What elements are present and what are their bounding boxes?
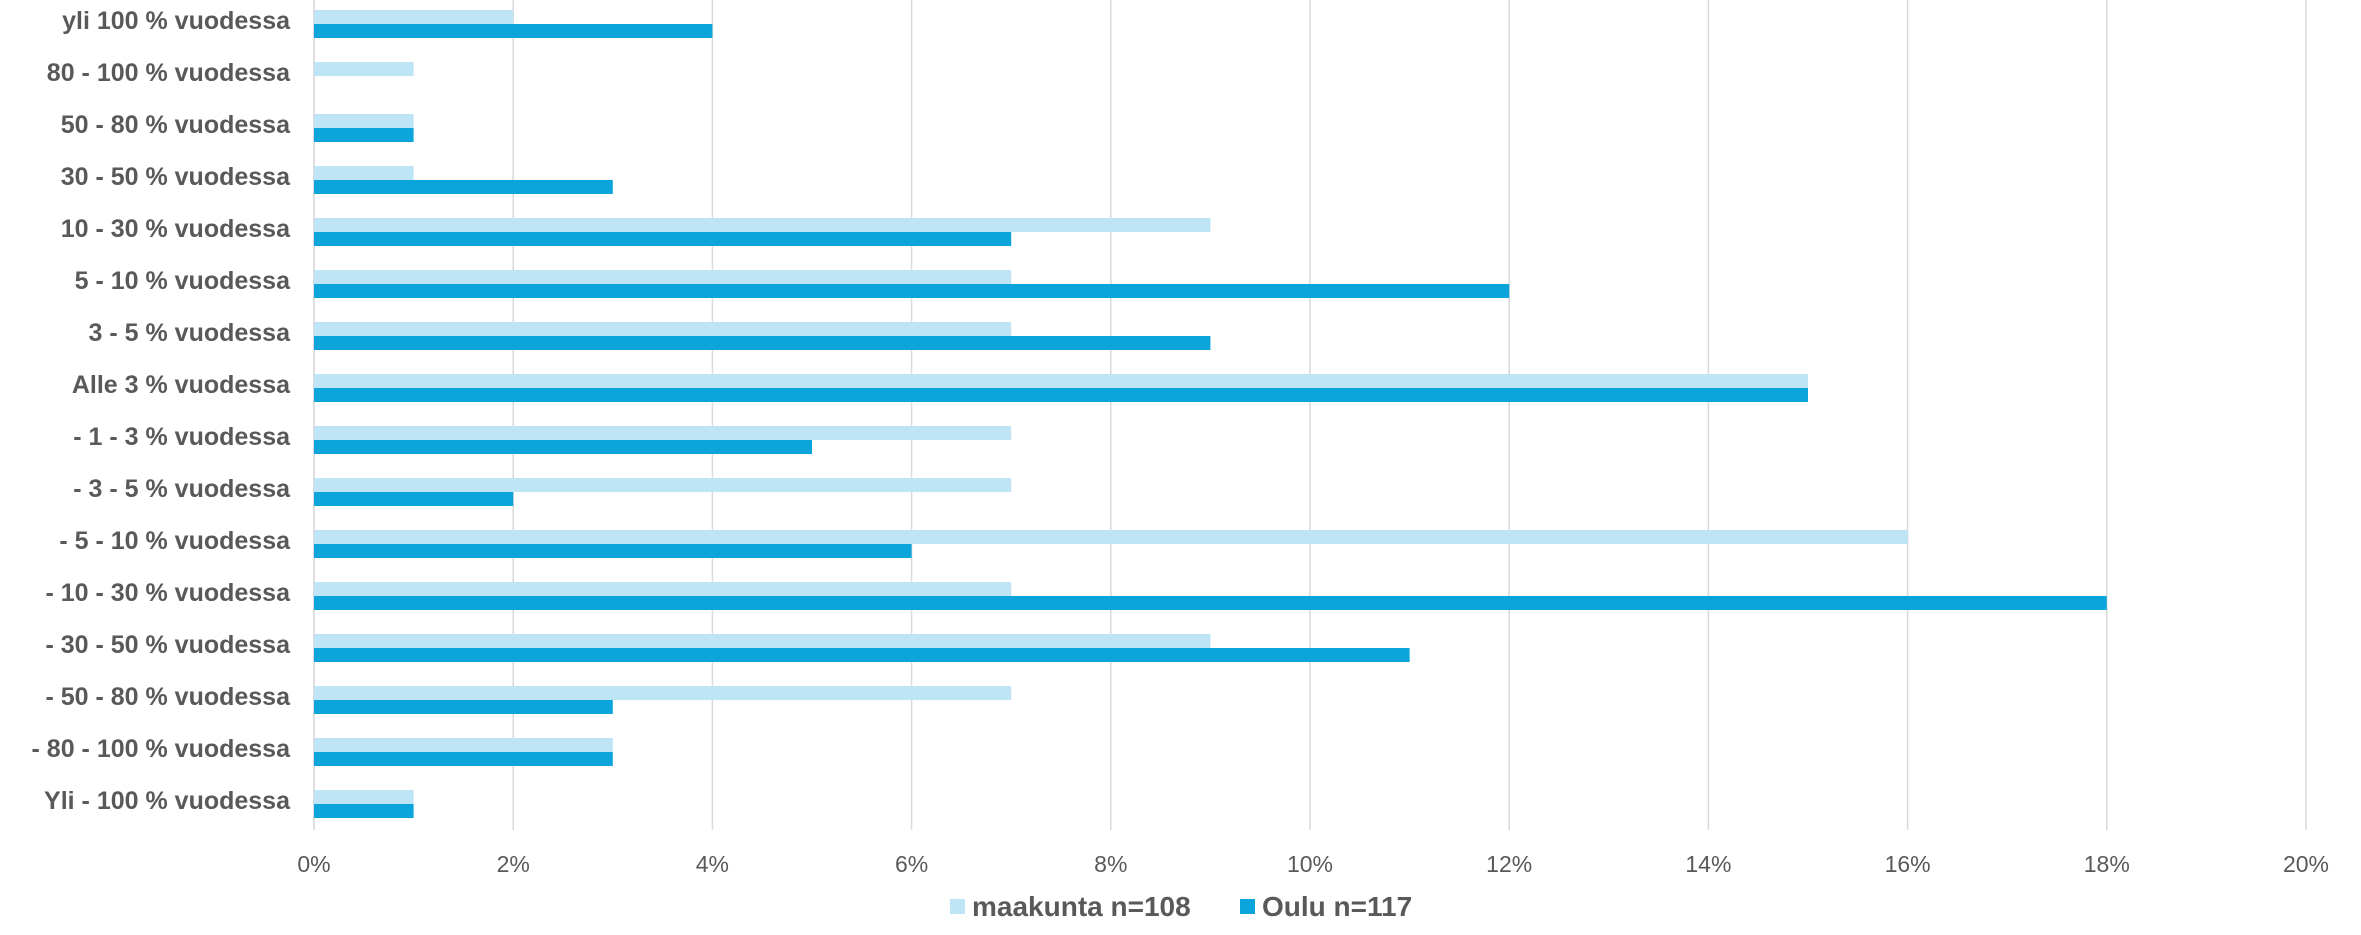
x-tick-label: 16%	[1885, 851, 1931, 877]
legend: maakunta n=108 Oulu n=117	[950, 891, 1412, 922]
bar-maakunta	[314, 686, 1012, 700]
category-label: 80 - 100 % vuodessa	[47, 59, 291, 87]
category-label: 5 - 10 % vuodessa	[75, 267, 291, 295]
category-label: Yli - 100 % vuodessa	[44, 787, 291, 815]
bar-oulu	[314, 492, 514, 506]
x-tick-label: 0%	[297, 851, 330, 877]
bar-oulu	[314, 336, 1211, 350]
bar-maakunta	[314, 10, 514, 24]
bar-maakunta	[314, 790, 414, 804]
bar-maakunta	[314, 374, 1808, 388]
bar-oulu	[314, 128, 414, 142]
bar-oulu	[314, 596, 2107, 610]
category-label: - 5 - 10 % vuodessa	[59, 527, 291, 555]
bar-oulu	[314, 544, 912, 558]
x-tick-label: 10%	[1287, 851, 1333, 877]
legend-label: Oulu n=117	[1262, 891, 1412, 922]
x-tick-label: 20%	[2283, 851, 2329, 877]
category-label: - 1 - 3 % vuodessa	[73, 423, 291, 451]
x-tick-label: 6%	[895, 851, 928, 877]
bar-maakunta	[314, 218, 1211, 232]
category-label: - 30 - 50 % vuodessa	[45, 631, 291, 659]
bar-maakunta	[314, 530, 1908, 544]
x-tick-label: 2%	[497, 851, 530, 877]
bar-oulu	[314, 804, 414, 818]
bar-oulu	[314, 648, 1410, 662]
x-tick-label: 8%	[1094, 851, 1127, 877]
bar-maakunta	[314, 738, 613, 752]
bar-maakunta	[314, 582, 1012, 596]
x-tick-label: 18%	[2084, 851, 2130, 877]
category-label: - 80 - 100 % vuodessa	[32, 735, 292, 763]
category-label: yli 100 % vuodessa	[62, 7, 291, 35]
bar-oulu	[314, 232, 1012, 246]
legend-label: maakunta n=108	[972, 891, 1191, 922]
bar-oulu	[314, 440, 812, 454]
bar-oulu	[314, 24, 713, 38]
category-label: - 3 - 5 % vuodessa	[73, 475, 291, 503]
category-label: Alle 3 % vuodessa	[72, 371, 291, 399]
x-tick-label: 12%	[1486, 851, 1532, 877]
bar-oulu	[314, 700, 613, 714]
legend-swatch	[950, 899, 965, 914]
bar-oulu	[314, 388, 1808, 402]
bar-maakunta	[314, 322, 1012, 336]
bar-maakunta	[314, 62, 414, 76]
bar-maakunta	[314, 478, 1012, 492]
category-label: 30 - 50 % vuodessa	[61, 163, 291, 191]
category-label: - 10 - 30 % vuodessa	[45, 579, 291, 607]
legend-swatch	[1240, 899, 1255, 914]
bar-maakunta	[314, 114, 414, 128]
bars	[314, 10, 2107, 818]
category-label: 10 - 30 % vuodessa	[61, 215, 291, 243]
x-tick-label: 14%	[1685, 851, 1731, 877]
bar-maakunta	[314, 426, 1012, 440]
bar-oulu	[314, 284, 1510, 298]
category-labels: yli 100 % vuodessa 80 - 100 % vuodessa 50 …	[32, 7, 292, 815]
bar-maakunta	[314, 270, 1012, 284]
bar-maakunta	[314, 166, 414, 180]
bar-oulu	[314, 752, 613, 766]
category-label: - 50 - 80 % vuodessa	[45, 683, 291, 711]
category-label: 50 - 80 % vuodessa	[61, 111, 291, 139]
bar-oulu	[314, 180, 613, 194]
bar-maakunta	[314, 634, 1211, 648]
category-label: 3 - 5 % vuodessa	[89, 319, 292, 347]
x-tick-label: 4%	[696, 851, 729, 877]
x-axis-ticks: 0% 2% 4% 6% 8% 10% 12% 14% 16% 18% 20%	[297, 851, 2329, 877]
